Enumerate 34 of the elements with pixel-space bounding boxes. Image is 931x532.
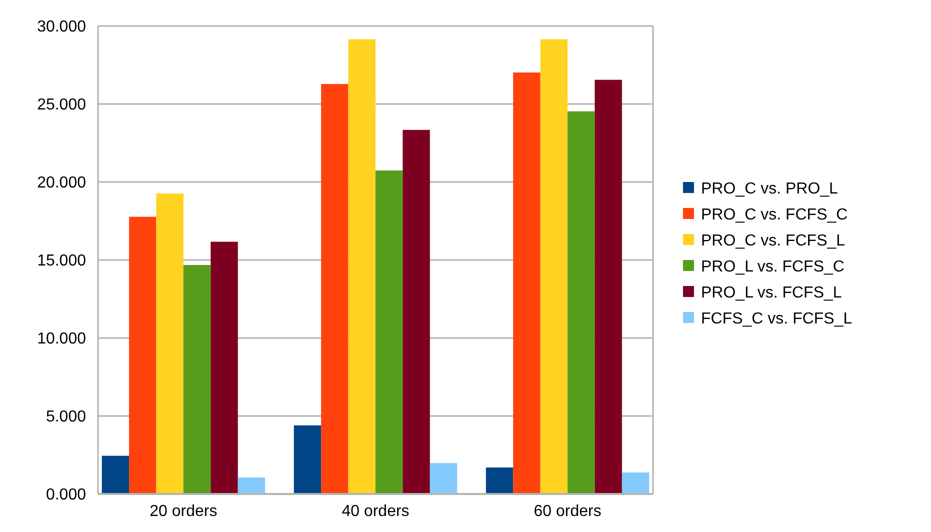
bar: [622, 472, 650, 494]
bar: [430, 463, 458, 494]
y-tick-label: 0.000: [46, 486, 86, 504]
bar: [102, 456, 130, 494]
bar: [321, 84, 348, 494]
bar: [486, 467, 514, 494]
legend-label: PRO_C vs. FCFS_L: [701, 232, 846, 250]
x-tick-label: 60 orders: [534, 503, 602, 520]
y-tick-label: 15.000: [37, 252, 86, 270]
legend-label: PRO_L vs. FCFS_C: [701, 258, 844, 276]
bar: [402, 130, 430, 494]
bar: [540, 39, 568, 494]
y-tick-label: 10.000: [37, 330, 86, 348]
bar: [238, 477, 266, 494]
y-tick-label: 30.000: [37, 18, 86, 36]
x-tick-label: 40 orders: [342, 503, 410, 520]
bar: [156, 194, 184, 494]
y-tick-label: 5.000: [46, 408, 86, 426]
bar: [348, 39, 376, 494]
y-tick-label: 25.000: [37, 96, 86, 114]
legend-label: FCFS_C vs. FCFS_L: [701, 310, 852, 328]
bar: [210, 242, 238, 494]
x-tick-label: 20 orders: [150, 503, 218, 520]
legend-label: PRO_L vs. FCFS_L: [701, 284, 842, 302]
legend-label: PRO_C vs. FCFS_C: [701, 206, 848, 224]
y-tick-label: 20.000: [37, 174, 86, 192]
bar: [376, 170, 403, 494]
bar: [183, 264, 211, 494]
bar: [594, 80, 622, 494]
bar: [129, 216, 156, 494]
bar: [568, 111, 595, 494]
bar: [513, 72, 540, 494]
bar: [294, 425, 322, 494]
legend-label: PRO_C vs. PRO_L: [701, 180, 838, 198]
